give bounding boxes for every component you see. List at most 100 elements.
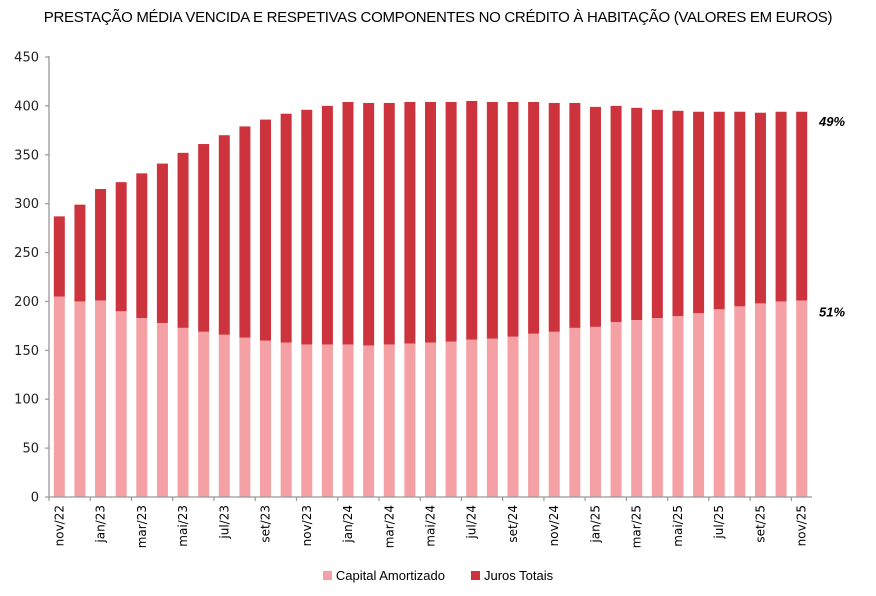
x-tick-label: mai/24: [424, 505, 438, 547]
bar-juros-totais-ago-25: [734, 111, 746, 307]
axes-group: [48, 56, 812, 498]
bar-juros-totais-abr-23: [156, 163, 168, 323]
x-tick-label: jul/23: [217, 505, 231, 540]
bar-juros-totais-out-24: [528, 101, 540, 334]
bar-juros-totais-nov-23: [301, 109, 313, 345]
y-tick-label: 50: [22, 442, 39, 457]
bar-juros-totais-mar-24: [383, 102, 395, 345]
bar-juros-totais-mar-25: [631, 107, 643, 321]
bar-capital-amortizado-set-25: [754, 303, 766, 497]
bar-juros-totais-out-23: [280, 113, 292, 343]
legend-label-capital: Capital Amortizado: [335, 568, 445, 583]
x-tick-label: nov/23: [300, 505, 314, 546]
x-tick-label: nov/22: [52, 505, 66, 546]
y-tick-label: 0: [31, 491, 39, 506]
x-tick-label: set/23: [259, 505, 273, 543]
bar-capital-amortizado-abr-23: [156, 322, 168, 497]
bar-juros-totais-fev-25: [610, 105, 622, 322]
bar-capital-amortizado-jun-23: [198, 331, 210, 497]
bar-juros-totais-jun-25: [693, 111, 705, 314]
bar-juros-totais-nov-22: [53, 216, 65, 297]
x-tick-label: nov/24: [547, 505, 561, 546]
bar-juros-totais-dez-23: [321, 105, 333, 345]
bar-juros-totais-mai-23: [177, 152, 189, 328]
bar-capital-amortizado-ago-25: [734, 306, 746, 497]
x-tick-label: mar/24: [382, 505, 396, 548]
x-tick-label: jul/25: [712, 505, 726, 540]
bar-capital-amortizado-out-25: [775, 301, 787, 497]
bar-capital-amortizado-jun-24: [445, 341, 457, 497]
legend-item-juros-totais: Juros Totais: [470, 568, 553, 583]
bar-capital-amortizado-dez-23: [321, 344, 333, 497]
annotations-group: 49% 51%: [818, 114, 845, 320]
bar-capital-amortizado-ago-24: [486, 338, 498, 497]
y-tick-label: 200: [14, 295, 39, 310]
bar-capital-amortizado-jul-24: [466, 339, 478, 497]
bar-capital-amortizado-nov-23: [301, 344, 313, 497]
x-tick-label: jan/23: [94, 505, 108, 544]
y-tick-label: 300: [14, 197, 39, 212]
annotation-juros-share: 49%: [818, 114, 845, 129]
y-tick-label: 100: [14, 393, 39, 408]
bar-juros-totais-abr-24: [404, 101, 416, 344]
bar-capital-amortizado-out-24: [528, 333, 540, 497]
bar-capital-amortizado-ago-23: [239, 337, 251, 497]
x-tick-label: jan/25: [589, 505, 603, 544]
bar-juros-totais-out-25: [775, 111, 787, 302]
bar-juros-totais-set-23: [260, 119, 272, 341]
bar-capital-amortizado-mar-23: [136, 318, 148, 497]
bar-juros-totais-jun-24: [445, 101, 457, 342]
bar-capital-amortizado-dez-24: [569, 327, 581, 497]
bar-juros-totais-nov-25: [796, 111, 808, 301]
legend: Capital Amortizado Juros Totais: [0, 568, 876, 583]
legend-swatch-capital: [322, 571, 332, 580]
bar-juros-totais-mai-25: [672, 110, 684, 317]
x-tick-label: jan/24: [341, 505, 355, 544]
x-tick-label: set/25: [753, 505, 767, 543]
bar-capital-amortizado-jan-23: [95, 300, 107, 497]
bar-capital-amortizado-jul-25: [713, 309, 725, 497]
bar-juros-totais-fev-24: [363, 102, 375, 346]
bar-capital-amortizado-fev-23: [115, 311, 127, 497]
y-tick-label: 250: [14, 246, 39, 261]
bar-capital-amortizado-abr-24: [404, 343, 416, 497]
bar-capital-amortizado-fev-24: [363, 345, 375, 497]
bar-juros-totais-jul-23: [218, 135, 230, 335]
x-tick-label: jul/24: [465, 505, 479, 540]
x-tick-label: mai/23: [176, 505, 190, 547]
x-tick-label: mar/25: [630, 505, 644, 548]
bar-capital-amortizado-set-24: [507, 336, 519, 497]
bar-capital-amortizado-mai-24: [425, 342, 436, 497]
x-tick-label: mai/25: [671, 505, 685, 547]
bar-juros-totais-ago-23: [239, 126, 251, 338]
legend-swatch-juros: [470, 571, 480, 580]
bar-juros-totais-ago-24: [486, 101, 498, 339]
bar-capital-amortizado-fev-25: [610, 321, 622, 497]
bar-capital-amortizado-nov-25: [796, 300, 808, 497]
y-tick-label: 450: [14, 51, 39, 66]
bar-juros-totais-jul-25: [713, 111, 725, 310]
bar-juros-totais-jan-24: [342, 101, 354, 345]
y-axis-ticks: 0 50 100 150 200 250 300 350 400 450: [14, 51, 49, 506]
y-tick-label: 150: [14, 344, 39, 359]
bar-juros-totais-mai-24: [425, 101, 436, 343]
bar-capital-amortizado-jan-25: [589, 326, 601, 497]
bar-capital-amortizado-mai-23: [177, 327, 189, 497]
x-tick-label: mar/23: [135, 505, 149, 548]
bar-capital-amortizado-nov-24: [548, 331, 560, 497]
bar-juros-totais-jan-23: [95, 189, 107, 301]
annotation-capital-share: 51%: [819, 304, 845, 319]
x-tick-label: nov/25: [795, 505, 809, 546]
x-axis-ticks: nov/22 jan/23 mar/23 mai/23 jul/23 set/23 nov/…: [48, 497, 809, 548]
bar-capital-amortizado-mai-25: [672, 316, 684, 497]
bar-juros-totais-jun-23: [198, 144, 210, 332]
bar-capital-amortizado-mar-25: [631, 320, 643, 497]
bars-group: [53, 101, 808, 497]
bar-juros-totais-set-24: [507, 101, 519, 337]
x-tick-label: set/24: [506, 505, 520, 543]
legend-item-capital-amortizado: Capital Amortizado: [322, 568, 445, 583]
bar-capital-amortizado-dez-22: [74, 301, 86, 497]
chart-title: PRESTAÇÃO MÉDIA VENCIDA E RESPETIVAS COM…: [43, 9, 833, 26]
bar-capital-amortizado-jul-23: [218, 334, 230, 497]
